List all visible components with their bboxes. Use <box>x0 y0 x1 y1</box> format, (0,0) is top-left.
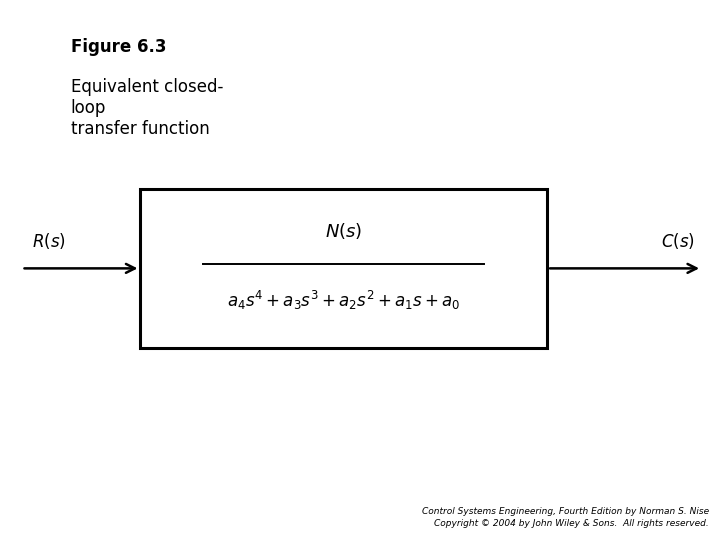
Text: $R(s)$: $R(s)$ <box>32 231 66 251</box>
Text: $N(s)$: $N(s)$ <box>325 220 362 241</box>
Bar <box>140 189 547 348</box>
Text: $a_4s^4+a_3s^3+a_2s^2+a_1s+a_0$: $a_4s^4+a_3s^3+a_2s^2+a_1s+a_0$ <box>227 289 461 312</box>
Text: $C(s)$: $C(s)$ <box>661 231 695 251</box>
Text: Control Systems Engineering, Fourth Edition by Norman S. Nise
Copyright © 2004 b: Control Systems Engineering, Fourth Edit… <box>422 507 709 528</box>
Text: Equivalent closed-
loop
transfer function: Equivalent closed- loop transfer functio… <box>71 78 223 138</box>
Text: Figure 6.3: Figure 6.3 <box>71 38 166 56</box>
